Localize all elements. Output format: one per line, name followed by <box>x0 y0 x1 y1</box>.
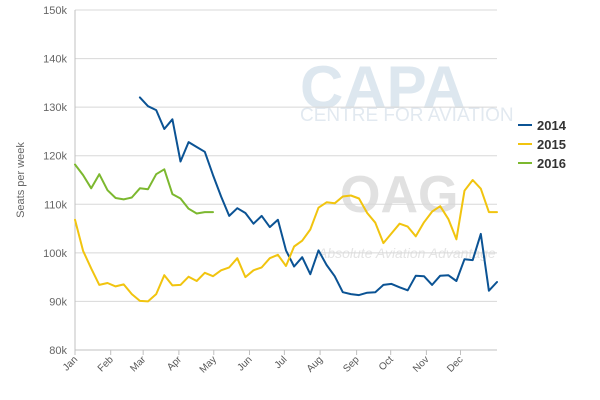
series-layer <box>74 96 498 303</box>
x-tick-label: Jul <box>273 354 290 371</box>
x-tick-label: Mar <box>128 354 148 374</box>
y-tick-label: 150k <box>43 5 67 17</box>
x-tick-label: Feb <box>96 354 116 374</box>
watermarks: CAPA CENTRE FOR AVIATION OAG Absolute Av… <box>300 54 514 261</box>
legend-label-2016: 2016 <box>537 156 566 171</box>
series-line-2014 <box>138 96 498 297</box>
x-tick-label: Aug <box>305 354 325 374</box>
x-tick-label: Dec <box>445 354 465 374</box>
series-line-2015 <box>74 179 498 303</box>
legend: 2014 2015 2016 <box>518 118 567 171</box>
x-tick-label: Oct <box>377 354 396 373</box>
x-tick-label: Apr <box>165 354 184 373</box>
y-tick-label: 80k <box>49 345 67 357</box>
y-tick-label: 130k <box>43 102 67 114</box>
y-tick-label: 90k <box>49 296 67 308</box>
legend-label-2014: 2014 <box>537 118 567 133</box>
y-tick-label: 120k <box>43 151 67 163</box>
legend-label-2015: 2015 <box>537 137 566 152</box>
y-tick-label: 100k <box>43 248 67 260</box>
x-tick-label: May <box>198 354 219 375</box>
capa-logo-watermark: CAPA <box>300 54 466 121</box>
x-tick-label: Nov <box>411 354 431 374</box>
x-tick-label: Sep <box>341 354 362 375</box>
x-tick-label: Jan <box>61 354 80 373</box>
x-tick-label: Jun <box>235 354 254 373</box>
y-tick-label: 110k <box>44 199 68 211</box>
y-tick-label: 140k <box>43 54 67 66</box>
y-axis-title: Seats per week <box>15 142 27 218</box>
series-line-2016 <box>74 163 214 215</box>
capa-tagline-watermark: CENTRE FOR AVIATION <box>300 105 514 126</box>
oag-logo-watermark: OAG <box>340 166 458 224</box>
